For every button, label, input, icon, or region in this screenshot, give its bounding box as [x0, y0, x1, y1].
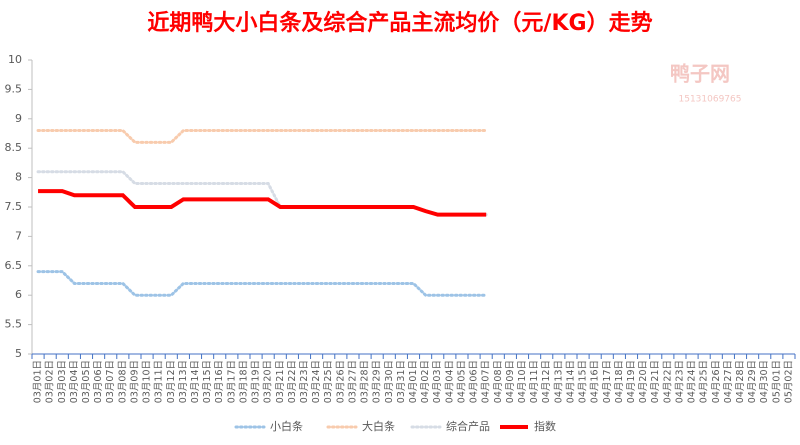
- series-line: [36, 270, 488, 297]
- x-tick-label: 03月05日: [81, 360, 92, 403]
- x-tick-label: 04月01日: [408, 360, 419, 403]
- y-tick-label: 6: [15, 288, 22, 301]
- x-tick-label: 03月19日: [251, 360, 262, 403]
- x-tick-label: 03月24日: [311, 360, 322, 403]
- x-tick-label: 03月20日: [263, 360, 274, 403]
- x-tick-label: 04月16日: [590, 360, 601, 403]
- y-tick-label: 9: [15, 112, 22, 125]
- x-tick-label: 03月17日: [226, 360, 237, 403]
- x-tick-label: 04月28日: [735, 360, 746, 403]
- x-tick-label: 04月05日: [456, 360, 467, 403]
- x-tick-label: 03月28日: [360, 360, 371, 403]
- x-tick-label: 04月25日: [699, 360, 710, 403]
- x-tick-label: 03月06日: [93, 360, 104, 403]
- legend-label: 小白条: [270, 419, 303, 433]
- x-tick-label: 03月10日: [142, 360, 153, 403]
- x-tick-label: 03月16日: [214, 360, 225, 403]
- x-tick-label: 03月15日: [202, 360, 213, 403]
- x-tick-label: 03月14日: [190, 360, 201, 403]
- series-line: [38, 189, 487, 217]
- y-tick-label: 7: [15, 229, 22, 242]
- x-tick-label: 03月29日: [372, 360, 383, 403]
- x-tick-label: 03月07日: [105, 360, 116, 403]
- x-tick-label: 04月13日: [553, 360, 564, 403]
- x-tick-label: 03月18日: [238, 360, 249, 403]
- y-tick-label: 10: [8, 53, 22, 66]
- x-tick-label: 03月08日: [117, 360, 128, 403]
- x-tick-label: 03月13日: [178, 360, 189, 403]
- y-tick-label: 7.5: [5, 200, 23, 213]
- x-tick-label: 03月23日: [299, 360, 310, 403]
- x-tick-label: 04月23日: [674, 360, 685, 403]
- series-line: [36, 129, 488, 144]
- x-tick-label: 04月12日: [541, 360, 552, 403]
- x-tick-label: 04月21日: [650, 360, 661, 403]
- x-tick-label: 04月03日: [432, 360, 443, 403]
- x-tick-label: 03月27日: [347, 360, 358, 403]
- x-tick-label: 03月02日: [45, 360, 56, 403]
- x-tick-label: 04月29日: [747, 360, 758, 403]
- legend-label: 综合产品: [446, 419, 490, 433]
- x-tick-label: 04月07日: [481, 360, 492, 403]
- y-tick-label: 9.5: [5, 82, 23, 95]
- x-tick-label: 04月17日: [602, 360, 613, 403]
- x-tick-label: 03月11日: [154, 360, 165, 403]
- x-tick-label: 03月03日: [57, 360, 68, 403]
- legend-label: 指数: [534, 419, 556, 433]
- x-tick-label: 04月04日: [444, 360, 455, 403]
- x-tick-label: 03月30日: [384, 360, 395, 403]
- x-tick-label: 03月25日: [323, 360, 334, 403]
- x-tick-label: 04月20日: [638, 360, 649, 403]
- x-tick-label: 03月26日: [335, 360, 346, 403]
- x-tick-label: 04月09日: [505, 360, 516, 403]
- x-tick-label: 04月26日: [711, 360, 722, 403]
- watermark: 鸭子网: [670, 62, 730, 86]
- legend-label: 大白条: [362, 419, 395, 433]
- x-tick-label: 03月04日: [69, 360, 80, 403]
- x-tick-label: 03月09日: [129, 360, 140, 403]
- x-tick-label: 03月12日: [166, 360, 177, 403]
- x-tick-label: 03月31日: [396, 360, 407, 403]
- x-tick-label: 04月15日: [578, 360, 589, 403]
- watermark-phone: 15131069765: [679, 95, 742, 105]
- x-tick-label: 04月06日: [469, 360, 480, 403]
- x-tick-label: 04月11日: [529, 360, 540, 403]
- x-tick-label: 04月10日: [517, 360, 528, 403]
- x-tick-label: 05月02日: [783, 360, 794, 403]
- x-tick-label: 04月18日: [614, 360, 625, 403]
- y-tick-label: 5.5: [5, 318, 23, 331]
- y-tick-label: 6.5: [5, 259, 23, 272]
- x-tick-label: 04月02日: [420, 360, 431, 403]
- x-tick-label: 03月22日: [287, 360, 298, 403]
- x-tick-label: 03月21日: [275, 360, 286, 403]
- x-tick-label: 03月01日: [33, 360, 44, 403]
- x-tick-label: 05月01日: [771, 360, 782, 403]
- chart-title: 近期鸭大小白条及综合产品主流均价（元/KG）走势: [147, 10, 652, 36]
- x-tick-label: 04月14日: [565, 360, 576, 403]
- y-tick-label: 8.5: [5, 141, 23, 154]
- x-tick-label: 04月24日: [687, 360, 698, 403]
- y-tick-label: 5: [15, 347, 22, 360]
- x-tick-label: 04月27日: [723, 360, 734, 403]
- x-tick-label: 04月19日: [626, 360, 637, 403]
- x-tick-label: 04月22日: [662, 360, 673, 403]
- x-tick-label: 04月30日: [759, 360, 770, 403]
- y-tick-label: 8: [15, 171, 22, 184]
- x-tick-label: 04月08日: [493, 360, 504, 403]
